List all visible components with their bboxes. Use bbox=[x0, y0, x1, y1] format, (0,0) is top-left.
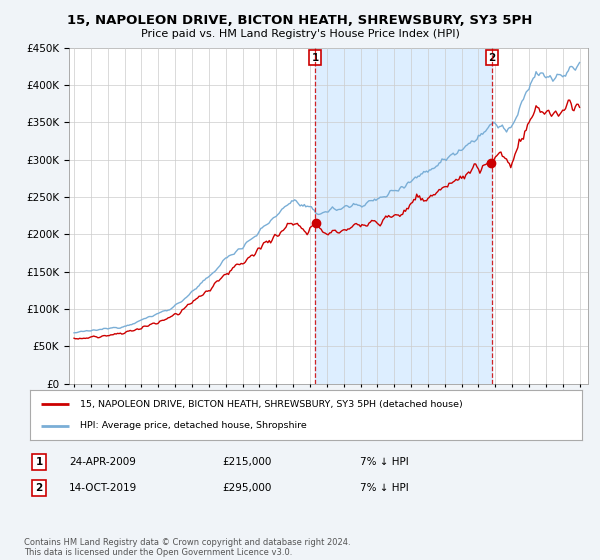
Text: Contains HM Land Registry data © Crown copyright and database right 2024.
This d: Contains HM Land Registry data © Crown c… bbox=[24, 538, 350, 557]
Text: Price paid vs. HM Land Registry's House Price Index (HPI): Price paid vs. HM Land Registry's House … bbox=[140, 29, 460, 39]
Text: £295,000: £295,000 bbox=[222, 483, 271, 493]
Text: 14-OCT-2019: 14-OCT-2019 bbox=[69, 483, 137, 493]
Text: 7% ↓ HPI: 7% ↓ HPI bbox=[360, 457, 409, 467]
Text: HPI: Average price, detached house, Shropshire: HPI: Average price, detached house, Shro… bbox=[80, 421, 307, 430]
Text: 2: 2 bbox=[488, 53, 496, 63]
Text: 15, NAPOLEON DRIVE, BICTON HEATH, SHREWSBURY, SY3 5PH: 15, NAPOLEON DRIVE, BICTON HEATH, SHREWS… bbox=[67, 14, 533, 27]
Text: 1: 1 bbox=[311, 53, 319, 63]
Text: 1: 1 bbox=[35, 457, 43, 467]
Text: £215,000: £215,000 bbox=[222, 457, 271, 467]
Text: 7% ↓ HPI: 7% ↓ HPI bbox=[360, 483, 409, 493]
Bar bbox=[315, 48, 492, 384]
Text: 24-APR-2009: 24-APR-2009 bbox=[69, 457, 136, 467]
Text: 15, NAPOLEON DRIVE, BICTON HEATH, SHREWSBURY, SY3 5PH (detached house): 15, NAPOLEON DRIVE, BICTON HEATH, SHREWS… bbox=[80, 400, 463, 409]
Text: 2: 2 bbox=[35, 483, 43, 493]
